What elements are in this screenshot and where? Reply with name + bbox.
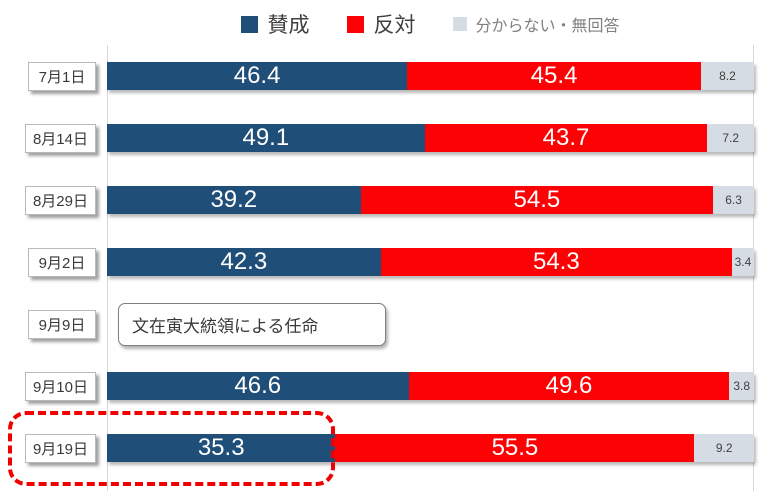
bar-segment-反対: 45.4	[407, 62, 701, 90]
chart-row-8月29日: 8月29日 39.2 54.5 6.3	[0, 169, 780, 231]
bar-value-label: 46.4	[233, 62, 281, 89]
bar-track: 35.3 55.5 9.2	[107, 434, 754, 462]
bar-segment-分からない・無回答: 8.2	[700, 62, 754, 90]
date-label: 9月19日	[24, 433, 96, 463]
bar-value-label: 35.3	[197, 434, 245, 461]
chart-row-9月10日: 9月10日 46.6 49.6 3.8	[0, 355, 780, 417]
chart-row-9月19日: 9月19日 35.3 55.5 9.2	[0, 417, 780, 479]
row-label-cell: 9月2日	[0, 247, 107, 277]
bar-value-label: 54.3	[532, 248, 580, 275]
row-label-cell: 9月10日	[0, 371, 107, 401]
chart-rows: 7月1日 46.4 45.4 8.2 8月14日 49.1 43.7 7.2 8月29日 39.2…	[0, 45, 780, 479]
bar-value-label: 8.2	[719, 69, 736, 83]
date-label: 9月9日	[28, 309, 96, 339]
bar-segment-反対: 55.5	[335, 434, 695, 462]
bar-value-label: 42.3	[220, 248, 268, 275]
row-label-cell: 9月9日	[0, 309, 107, 339]
bar-segment-分からない・無回答: 3.4	[731, 248, 754, 276]
date-label: 9月2日	[28, 247, 96, 277]
legend-label: 分からない・無回答	[475, 18, 620, 35]
bar-segment-賛成: 39.2	[107, 186, 361, 214]
row-label-cell: 7月1日	[0, 61, 107, 91]
bar-value-label: 45.4	[530, 62, 578, 89]
bar-segment-反対: 43.7	[424, 124, 708, 152]
date-label: 9月10日	[24, 371, 96, 401]
bar-segment-反対: 54.5	[360, 186, 714, 214]
legend-swatch-icon	[241, 15, 259, 33]
legend-swatch-icon	[453, 17, 468, 31]
legend-swatch-icon	[347, 15, 365, 33]
legend-item-2: 分からない・無回答	[453, 12, 620, 36]
bar-value-label: 7.2	[722, 131, 740, 145]
bar-value-label: 39.2	[210, 186, 258, 213]
chart-row-7月1日: 7月1日 46.4 45.4 8.2	[0, 45, 780, 107]
annotation-box: 文在寅大統領による任命	[118, 302, 386, 346]
bar-track: 46.4 45.4 8.2	[107, 62, 754, 90]
bar-value-label: 49.1	[242, 124, 290, 151]
bar-segment-反対: 49.6	[408, 372, 730, 400]
row-label-cell: 8月29日	[0, 185, 107, 215]
legend-label: 反対	[373, 14, 416, 37]
row-label-cell: 9月19日	[0, 433, 107, 463]
chart-row-8月14日: 8月14日 49.1 43.7 7.2	[0, 107, 780, 169]
bar-track: 42.3 54.3 3.4	[107, 248, 754, 276]
bar-value-label: 54.5	[513, 186, 561, 213]
date-label: 8月29日	[24, 185, 96, 215]
bar-value-label: 43.7	[542, 124, 590, 151]
bar-value-label: 3.8	[733, 379, 751, 393]
legend-item-0: 賛成	[241, 9, 309, 39]
bar-value-label: 55.5	[491, 434, 539, 461]
bar-segment-分からない・無回答: 6.3	[713, 186, 754, 214]
bar-segment-分からない・無回答: 9.2	[694, 434, 754, 462]
chart-row-9月9日: 9月9日 文在寅大統領による任命	[0, 293, 780, 355]
legend-label: 賛成	[267, 14, 310, 37]
bar-value-label: 46.6	[234, 372, 282, 399]
bar-segment-分からない・無回答: 3.8	[729, 372, 754, 400]
bar-value-label: 3.4	[734, 255, 752, 269]
bar-segment-賛成: 49.1	[107, 124, 425, 152]
bar-segment-賛成: 46.4	[107, 62, 408, 90]
date-label: 7月1日	[28, 61, 96, 91]
bar-track: 49.1 43.7 7.2	[107, 124, 754, 152]
chart-row-9月2日: 9月2日 42.3 54.3 3.4	[0, 231, 780, 293]
bar-segment-反対: 54.3	[380, 248, 732, 276]
legend: 賛成 反対 分からない・無回答	[107, 8, 754, 40]
bar-value-label: 49.6	[545, 372, 593, 399]
bar-segment-賛成: 42.3	[107, 248, 381, 276]
bar-track: 39.2 54.5 6.3	[107, 186, 754, 214]
bar-track: 46.6 49.6 3.8	[107, 372, 754, 400]
bar-value-label: 9.2	[715, 441, 733, 455]
date-label: 8月14日	[24, 123, 96, 153]
bar-segment-分からない・無回答: 7.2	[707, 124, 754, 152]
bar-segment-賛成: 46.6	[107, 372, 409, 400]
legend-item-1: 反対	[347, 9, 415, 39]
row-label-cell: 8月14日	[0, 123, 107, 153]
bar-segment-賛成: 35.3	[107, 434, 336, 462]
bar-value-label: 6.3	[725, 193, 742, 207]
